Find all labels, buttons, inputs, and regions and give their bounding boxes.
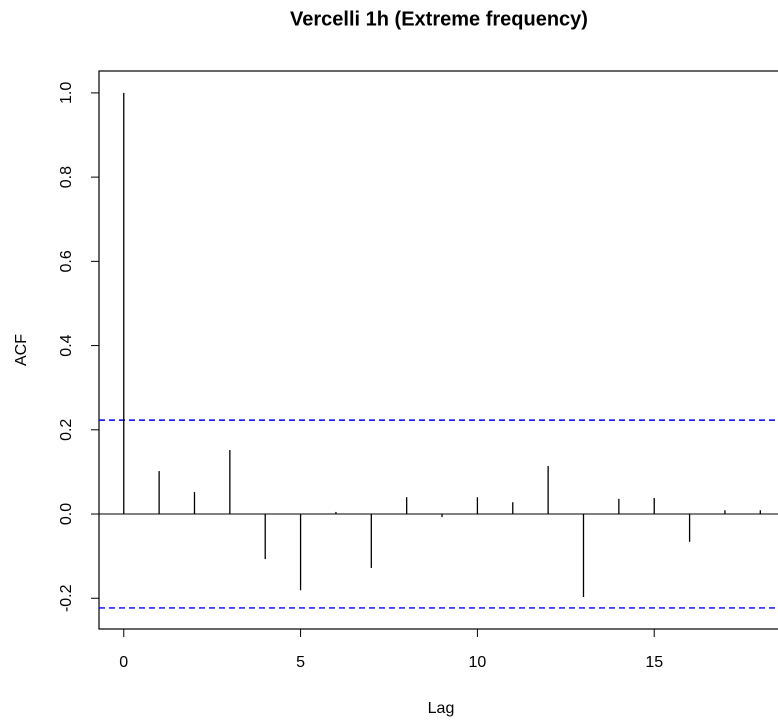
plot-frame xyxy=(98,70,778,630)
y-tick-label: -0.2 xyxy=(58,584,75,612)
y-tick-label: 0.6 xyxy=(58,250,75,272)
y-tick-label: 0.8 xyxy=(58,166,75,188)
y-tick-label: 0.4 xyxy=(58,334,75,356)
x-tick-label: 10 xyxy=(469,654,487,671)
y-tick-label: 0.2 xyxy=(58,419,75,441)
x-axis-label: Lag xyxy=(428,700,455,717)
y-tick-label: 0.0 xyxy=(58,503,75,525)
x-tick-label: 0 xyxy=(119,654,128,671)
y-tick-label: 1.0 xyxy=(58,82,75,104)
chart-title: Vercelli 1h (Extreme frequency) xyxy=(290,8,588,30)
x-tick-label: 5 xyxy=(296,654,305,671)
y-axis-label: ACF xyxy=(13,334,30,366)
x-tick-label: 15 xyxy=(645,654,663,671)
